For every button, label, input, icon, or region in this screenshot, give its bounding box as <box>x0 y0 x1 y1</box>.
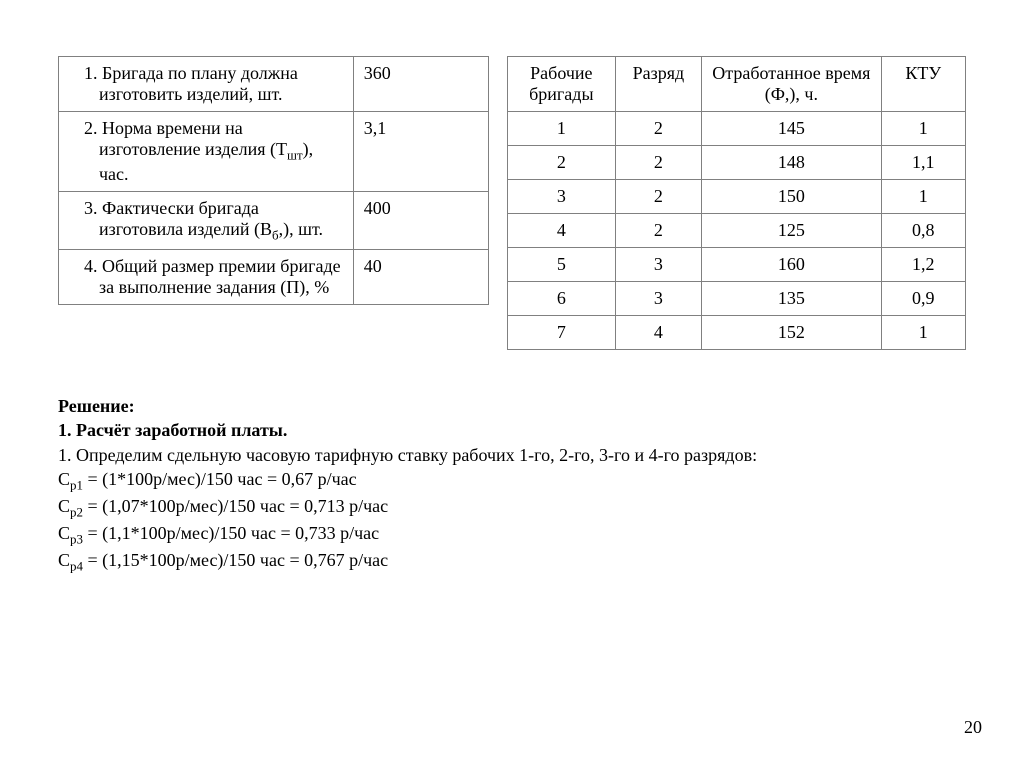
table-row: 321501 <box>508 180 966 214</box>
cell: 7 <box>508 316 616 350</box>
param-value: 40 <box>353 250 488 305</box>
table-row: 531601,2 <box>508 248 966 282</box>
cell: 2 <box>615 112 702 146</box>
table-row: 1. Бригада по плану должна изготовить из… <box>59 57 489 112</box>
formula-line: Ср3 = (1,1*100р/мес)/150 час = 0,733 р/ч… <box>58 521 966 548</box>
param-label: 4. Общий размер премии бригаде за выполн… <box>59 250 354 305</box>
cell: 1,1 <box>881 146 965 180</box>
cell: 145 <box>702 112 881 146</box>
cell: 148 <box>702 146 881 180</box>
table-row: 121451 <box>508 112 966 146</box>
table-row: 3. Фактически бригада изготовила изделий… <box>59 191 489 250</box>
solution-title: Решение: <box>58 394 966 418</box>
cell: 1 <box>508 112 616 146</box>
cell: 2 <box>615 180 702 214</box>
param-value: 3,1 <box>353 112 488 192</box>
solution-intro: 1. Определим сдельную часовую тарифную с… <box>58 443 966 467</box>
table-row: 4. Общий размер премии бригаде за выполн… <box>59 250 489 305</box>
formula-line: Ср1 = (1*100р/мес)/150 час = 0,67 р/час <box>58 467 966 494</box>
column-header: Рабочие бригады <box>508 57 616 112</box>
cell: 150 <box>702 180 881 214</box>
workers-table: Рабочие бригадыРазрядОтработанное время … <box>507 56 966 350</box>
cell: 3 <box>615 282 702 316</box>
param-label: 1. Бригада по плану должна изготовить из… <box>59 57 354 112</box>
cell: 1 <box>881 112 965 146</box>
parameters-table: 1. Бригада по плану должна изготовить из… <box>58 56 489 305</box>
cell: 2 <box>615 146 702 180</box>
formula-line: Ср2 = (1,07*100р/мес)/150 час = 0,713 р/… <box>58 494 966 521</box>
table-row: 741521 <box>508 316 966 350</box>
column-header: Разряд <box>615 57 702 112</box>
cell: 3 <box>508 180 616 214</box>
formula-line: Ср4 = (1,15*100р/мес)/150 час = 0,767 р/… <box>58 548 966 575</box>
solution-subtitle: 1. Расчёт заработной платы. <box>58 418 966 442</box>
cell: 3 <box>615 248 702 282</box>
cell: 1 <box>881 316 965 350</box>
cell: 0,9 <box>881 282 965 316</box>
cell: 5 <box>508 248 616 282</box>
cell: 2 <box>508 146 616 180</box>
cell: 4 <box>508 214 616 248</box>
page-number: 20 <box>964 717 982 738</box>
cell: 135 <box>702 282 881 316</box>
cell: 1,2 <box>881 248 965 282</box>
cell: 2 <box>615 214 702 248</box>
cell: 1 <box>881 180 965 214</box>
table-row: 221481,1 <box>508 146 966 180</box>
param-label: 2. Норма времени на изготовление изделия… <box>59 112 354 192</box>
cell: 6 <box>508 282 616 316</box>
table-row: 2. Норма времени на изготовление изделия… <box>59 112 489 192</box>
cell: 152 <box>702 316 881 350</box>
column-header: Отработанное время (Ф,), ч. <box>702 57 881 112</box>
cell: 160 <box>702 248 881 282</box>
table-row: 421250,8 <box>508 214 966 248</box>
param-label: 3. Фактически бригада изготовила изделий… <box>59 191 354 250</box>
param-value: 360 <box>353 57 488 112</box>
column-header: КТУ <box>881 57 965 112</box>
solution-block: Решение: 1. Расчёт заработной платы. 1. … <box>58 394 966 575</box>
param-value: 400 <box>353 191 488 250</box>
cell: 4 <box>615 316 702 350</box>
cell: 125 <box>702 214 881 248</box>
table-row: 631350,9 <box>508 282 966 316</box>
cell: 0,8 <box>881 214 965 248</box>
